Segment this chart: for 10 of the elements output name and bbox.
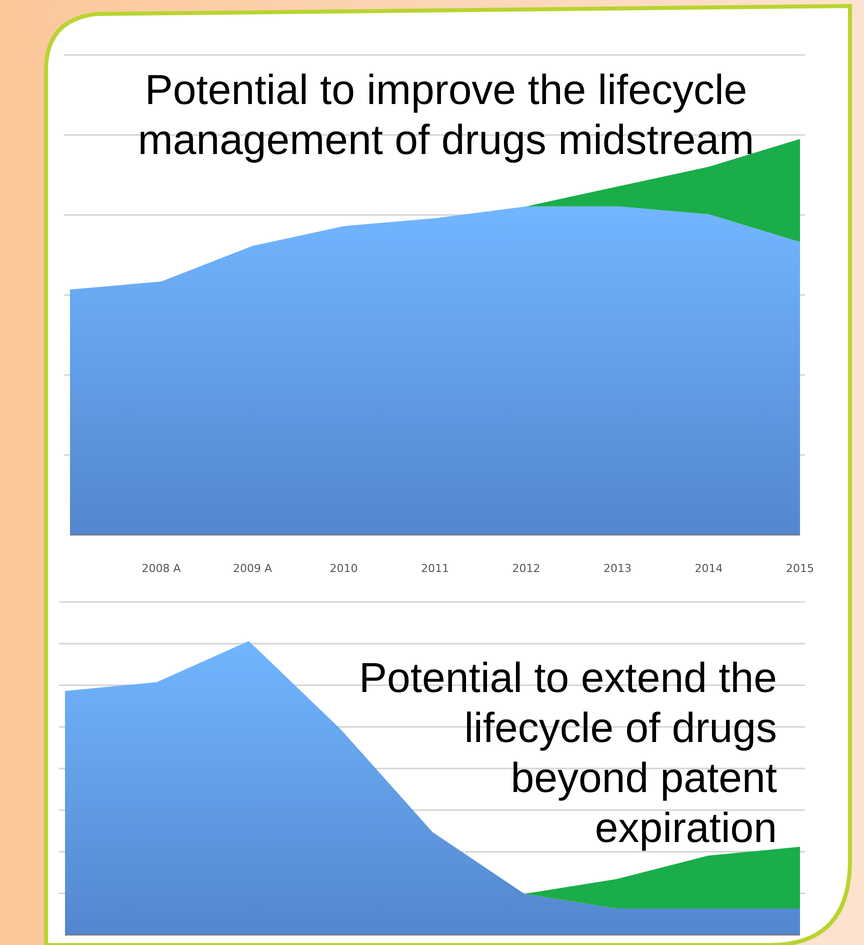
x-tick-label: 2008 A [142, 562, 182, 575]
x-tick-label: 2013 [604, 562, 632, 575]
x-tick-label: 2012 [512, 562, 540, 575]
x-tick-label: 2009 A [232, 562, 272, 575]
chart-title: Potential to improve the lifecycle management of drugs midstream [138, 66, 754, 163]
x-tick-label: 2010 [330, 562, 358, 575]
x-tick-label: 2011 [421, 562, 449, 575]
x-tick-label: 2015 [786, 562, 814, 575]
text: Potential to extend the lifecycle of drugs beyond patent expiration [359, 654, 778, 851]
x-tick-label: 2014 [694, 562, 723, 575]
